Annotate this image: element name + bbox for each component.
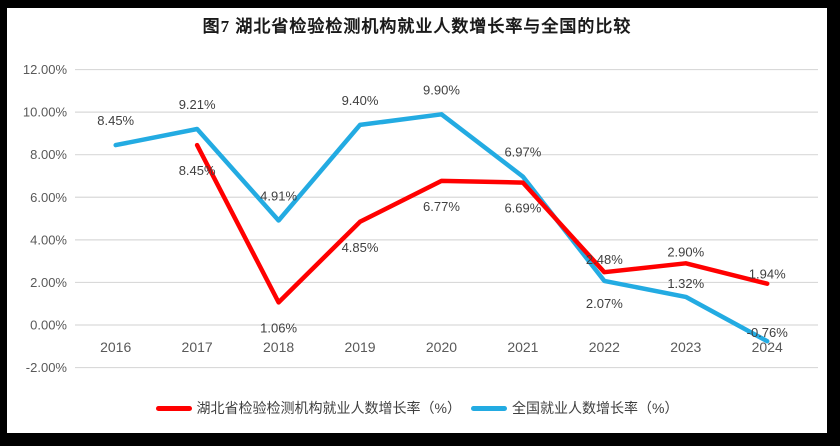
data-label: 1.32%: [667, 276, 704, 291]
x-axis-category-label: 2022: [589, 339, 620, 355]
y-axis-tick-label: 8.00%: [30, 147, 67, 162]
data-label: 9.90%: [423, 82, 460, 97]
chart-legend: 湖北省检验检测机构就业人数增长率（%） 全国就业人数增长率（%）: [7, 398, 827, 418]
x-axis-category-label: 2020: [426, 339, 457, 355]
y-axis-tick-label: 6.00%: [30, 190, 67, 205]
data-label: 9.21%: [179, 97, 216, 112]
y-axis-tick-label: -2.00%: [26, 360, 68, 375]
data-label: 6.77%: [423, 199, 460, 214]
data-label: 2.07%: [586, 296, 623, 311]
legend-item-hubei: 湖北省检验检测机构就业人数增长率（%）: [155, 398, 461, 418]
x-axis-category-label: 2016: [100, 339, 131, 355]
data-label: 6.97%: [504, 145, 541, 160]
data-label: 2.90%: [667, 244, 704, 259]
data-label: 2.48%: [586, 252, 623, 267]
data-label: 9.40%: [342, 93, 379, 108]
y-axis-tick-label: 4.00%: [30, 232, 67, 247]
data-label: 8.45%: [179, 163, 216, 178]
x-axis-category-label: 2024: [752, 339, 783, 355]
series-line-0: [194, 142, 770, 305]
legend-line-swatch-blue: [471, 405, 507, 411]
y-axis-tick-label: 0.00%: [30, 318, 67, 333]
data-label: 4.91%: [260, 188, 297, 203]
chart-title: 图7 湖北省检验检测机构就业人数增长率与全国的比较: [202, 17, 632, 36]
legend-label-hubei: 湖北省检验检测机构就业人数增长率（%）: [196, 400, 461, 416]
y-axis-tick-label: 12.00%: [23, 62, 68, 77]
data-label: 6.69%: [504, 201, 541, 216]
y-axis-tick-label: 10.00%: [23, 105, 68, 120]
x-axis-category-label: 2019: [344, 339, 375, 355]
data-label: 1.06%: [260, 320, 297, 335]
legend-line-swatch-red: [155, 405, 192, 411]
data-label: 1.94%: [749, 267, 786, 282]
chart-panel: [7, 8, 827, 433]
series-line-1: [113, 112, 770, 344]
legend-label-national: 全国就业人数增长率（%）: [512, 400, 679, 416]
x-axis-category-label: 2018: [263, 339, 294, 355]
data-label: 8.45%: [97, 113, 134, 128]
data-label: -0.76%: [747, 325, 789, 340]
data-label: 4.85%: [342, 240, 379, 255]
x-axis-category-label: 2021: [507, 339, 538, 355]
x-axis-category-label: 2023: [670, 339, 701, 355]
x-axis-category-label: 2017: [182, 339, 213, 355]
legend-item-national: 全国就业人数增长率（%）: [471, 398, 678, 418]
y-axis-tick-label: 2.00%: [30, 275, 67, 290]
